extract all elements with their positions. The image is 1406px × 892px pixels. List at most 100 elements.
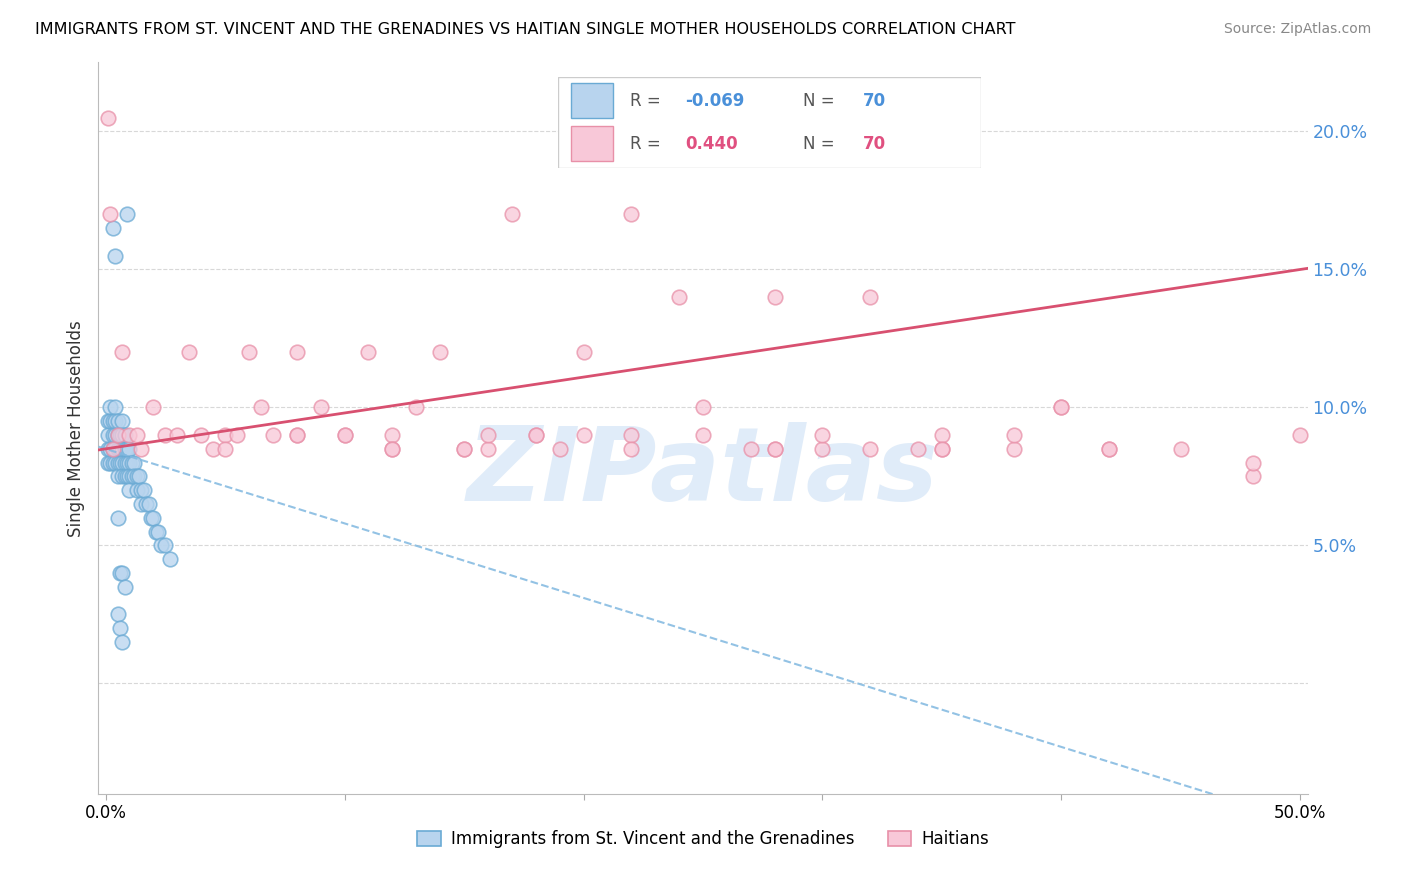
Point [107, 469, 129, 483]
Point [620, 207, 643, 221]
Point [1002, 428, 1025, 442]
Point [111, 456, 134, 470]
Point [763, 290, 786, 304]
Point [159, 552, 181, 566]
Point [548, 442, 571, 456]
Point [146, 524, 169, 539]
Point [114, 469, 136, 483]
Point [453, 442, 475, 456]
Point [107, 456, 129, 470]
Point [250, 401, 273, 415]
Point [763, 442, 786, 456]
Point [142, 511, 165, 525]
Point [111, 414, 134, 428]
Point [98, 207, 121, 221]
Point [114, 442, 136, 456]
Point [107, 442, 129, 456]
Point [101, 428, 124, 442]
Point [333, 428, 356, 442]
Point [98, 401, 121, 415]
Point [859, 290, 882, 304]
Point [405, 401, 427, 415]
Point [121, 469, 143, 483]
Point [155, 428, 177, 442]
Point [1002, 442, 1025, 456]
Point [931, 442, 953, 456]
Y-axis label: Single Mother Households: Single Mother Households [67, 320, 86, 536]
Point [98, 414, 121, 428]
Point [97, 456, 120, 470]
Point [202, 442, 225, 456]
Point [190, 428, 212, 442]
Point [135, 497, 157, 511]
Point [907, 442, 929, 456]
Point [108, 566, 131, 580]
Point [811, 428, 834, 442]
Point [111, 442, 134, 456]
Point [155, 539, 177, 553]
Point [285, 428, 308, 442]
Point [108, 456, 131, 470]
Point [101, 442, 124, 456]
Point [118, 442, 141, 456]
Point [285, 345, 308, 359]
Point [1050, 401, 1073, 415]
Point [101, 456, 124, 470]
Point [115, 442, 138, 456]
Point [381, 442, 404, 456]
Point [811, 442, 834, 456]
Point [1098, 442, 1121, 456]
Point [138, 497, 160, 511]
Point [104, 414, 127, 428]
Point [121, 456, 143, 470]
Point [214, 442, 236, 456]
Point [429, 345, 451, 359]
Point [111, 345, 134, 359]
Point [111, 566, 134, 580]
Point [145, 524, 167, 539]
Point [125, 483, 148, 498]
Point [125, 469, 148, 483]
Point [381, 428, 404, 442]
Point [118, 456, 141, 470]
Point [859, 442, 882, 456]
Point [572, 345, 595, 359]
Point [1289, 428, 1312, 442]
Point [692, 428, 714, 442]
Point [1170, 442, 1192, 456]
Point [309, 401, 332, 415]
Point [381, 442, 404, 456]
Point [108, 428, 131, 442]
Point [1050, 401, 1073, 415]
Point [333, 428, 356, 442]
Point [104, 442, 127, 456]
Point [115, 469, 138, 483]
Point [128, 469, 150, 483]
Point [763, 442, 786, 456]
Point [114, 580, 136, 594]
Point [357, 345, 380, 359]
Point [477, 442, 499, 456]
Point [122, 456, 145, 470]
Point [524, 428, 547, 442]
Point [453, 442, 475, 456]
Point [104, 456, 127, 470]
Point [97, 414, 120, 428]
Point [620, 428, 643, 442]
Point [108, 621, 131, 635]
Point [111, 635, 134, 649]
Point [740, 442, 762, 456]
Point [125, 428, 148, 442]
Point [97, 111, 120, 125]
Text: ZIPatlas: ZIPatlas [467, 422, 939, 523]
Point [115, 456, 138, 470]
Legend: Immigrants from St. Vincent and the Grenadines, Haitians: Immigrants from St. Vincent and the Gren… [411, 823, 995, 855]
Point [572, 428, 595, 442]
Point [107, 511, 129, 525]
Point [1098, 442, 1121, 456]
Point [179, 345, 201, 359]
Point [111, 428, 134, 442]
Point [104, 428, 127, 442]
Point [101, 221, 124, 235]
Point [98, 456, 121, 470]
